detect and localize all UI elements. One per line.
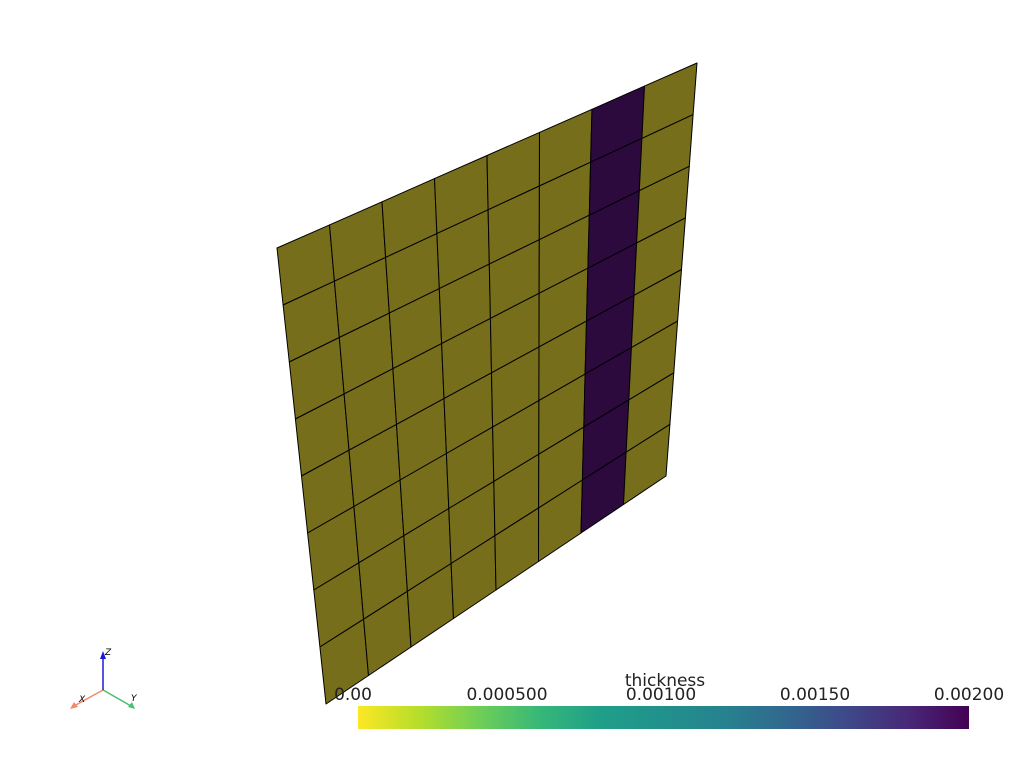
scalar-bar-title: thickness [625, 671, 705, 691]
x-axis-arrowhead [70, 702, 78, 709]
scalar-bar-tick-label: 0.00200 [934, 685, 1004, 705]
scalar-bar-tick-label: 0.00100 [626, 685, 696, 705]
scalar-bar-tick-label: 0.000500 [466, 685, 547, 705]
scalar-bar-gradient [358, 706, 969, 729]
z-axis-arrowhead [100, 651, 106, 659]
x-axis-label: X [78, 695, 86, 705]
z-axis-label: Z [104, 648, 112, 658]
orientation-axes-widget: X Y Z [70, 648, 138, 709]
scalar-bar-tick-label: 0.00 [334, 685, 372, 705]
scalar-bar: thickness 0.00 0.000500 0.00100 0.00150 0.00… [334, 671, 1004, 729]
mesh-plate [276, 62, 698, 705]
y-axis-arrowhead [128, 702, 135, 709]
scalar-bar-ticks: 0.00 0.000500 0.00100 0.00150 0.00200 [334, 685, 1004, 705]
y-axis-arrow [102, 689, 132, 707]
x-axis-arrow [73, 689, 104, 707]
scalar-bar-tick-label: 0.00150 [780, 685, 850, 705]
y-axis-label: Y [131, 694, 138, 704]
mesh-cell [623, 423, 671, 505]
